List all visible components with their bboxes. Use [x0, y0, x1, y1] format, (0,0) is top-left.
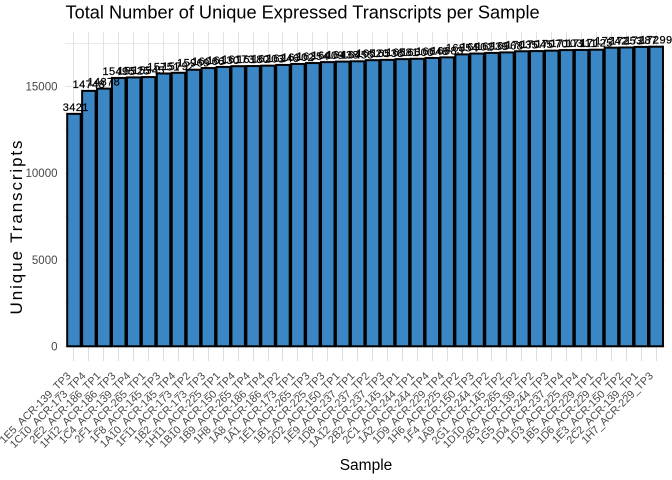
svg-text:16409: 16409 [311, 50, 344, 62]
svg-text:Sample: Sample [340, 457, 393, 474]
svg-text:16203: 16203 [252, 54, 285, 66]
svg-text:15525: 15525 [117, 65, 150, 77]
svg-text:16538: 16538 [371, 48, 404, 60]
svg-text:17035: 17035 [506, 39, 539, 51]
svg-text:16354: 16354 [297, 51, 330, 63]
svg-text:17070: 17070 [535, 39, 568, 51]
svg-text:16520: 16520 [356, 48, 389, 60]
svg-text:16600: 16600 [401, 47, 434, 59]
svg-text:15751: 15751 [147, 61, 180, 73]
svg-text:17253: 17253 [610, 35, 643, 47]
svg-text:16246: 16246 [267, 53, 300, 65]
svg-text:0: 0 [51, 341, 57, 353]
svg-text:16939: 16939 [476, 41, 509, 53]
svg-text:17125: 17125 [580, 38, 613, 50]
svg-text:10000: 10000 [26, 168, 58, 180]
svg-text:16173: 16173 [222, 54, 255, 66]
svg-text:15792: 15792 [162, 61, 195, 73]
svg-text:16130: 16130 [207, 55, 240, 67]
svg-text:3421: 3421 [63, 102, 89, 114]
svg-text:16683: 16683 [431, 45, 464, 57]
svg-text:17242: 17242 [595, 36, 628, 48]
svg-text:Total Number of Unique Express: Total Number of Unique Expressed Transcr… [66, 2, 540, 22]
svg-text:16902: 16902 [461, 42, 494, 54]
svg-text:16648: 16648 [416, 46, 449, 58]
svg-text:Unique Transcripts: Unique Transcripts [7, 139, 26, 315]
svg-text:15000: 15000 [26, 82, 58, 94]
svg-text:14748: 14748 [73, 79, 106, 91]
svg-text:16968: 16968 [491, 40, 524, 52]
svg-text:16066: 16066 [192, 56, 225, 68]
svg-text:15495: 15495 [102, 66, 135, 78]
svg-text:17045: 17045 [520, 39, 553, 51]
svg-text:16581: 16581 [386, 47, 419, 59]
svg-text:14878: 14878 [88, 77, 121, 89]
svg-text:17103: 17103 [550, 38, 583, 50]
svg-text:17111: 17111 [566, 38, 597, 50]
svg-text:16455: 16455 [341, 49, 374, 61]
svg-text:16438: 16438 [326, 50, 359, 62]
svg-text:15969: 15969 [177, 58, 210, 70]
svg-text:16180: 16180 [237, 54, 270, 66]
svg-text:16854: 16854 [446, 42, 479, 54]
svg-text:16302: 16302 [282, 52, 315, 64]
svg-text:15545: 15545 [132, 65, 165, 77]
svg-text:17299: 17299 [640, 35, 672, 47]
svg-text:17287: 17287 [625, 35, 658, 47]
svg-text:5000: 5000 [32, 255, 58, 267]
